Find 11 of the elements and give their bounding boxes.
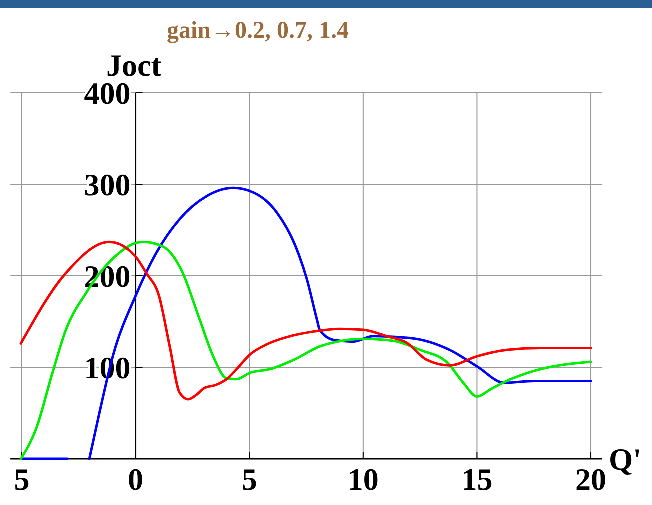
x-tick-label: 5 xyxy=(14,462,30,497)
chart-title: gain→0.2, 0.7, 1.4 xyxy=(166,18,350,44)
line-series xyxy=(20,240,592,460)
x-tick-label: 10 xyxy=(348,462,379,497)
x-tick-label: 5 xyxy=(242,462,258,497)
x-tick-label: 15 xyxy=(462,462,493,497)
x-tick-label: 0 xyxy=(128,462,144,497)
y-tick-label: 300 xyxy=(84,168,131,202)
x-tick-label: 20 xyxy=(576,462,607,497)
x-axis-title: Q' xyxy=(609,442,642,477)
line-series xyxy=(20,240,592,401)
